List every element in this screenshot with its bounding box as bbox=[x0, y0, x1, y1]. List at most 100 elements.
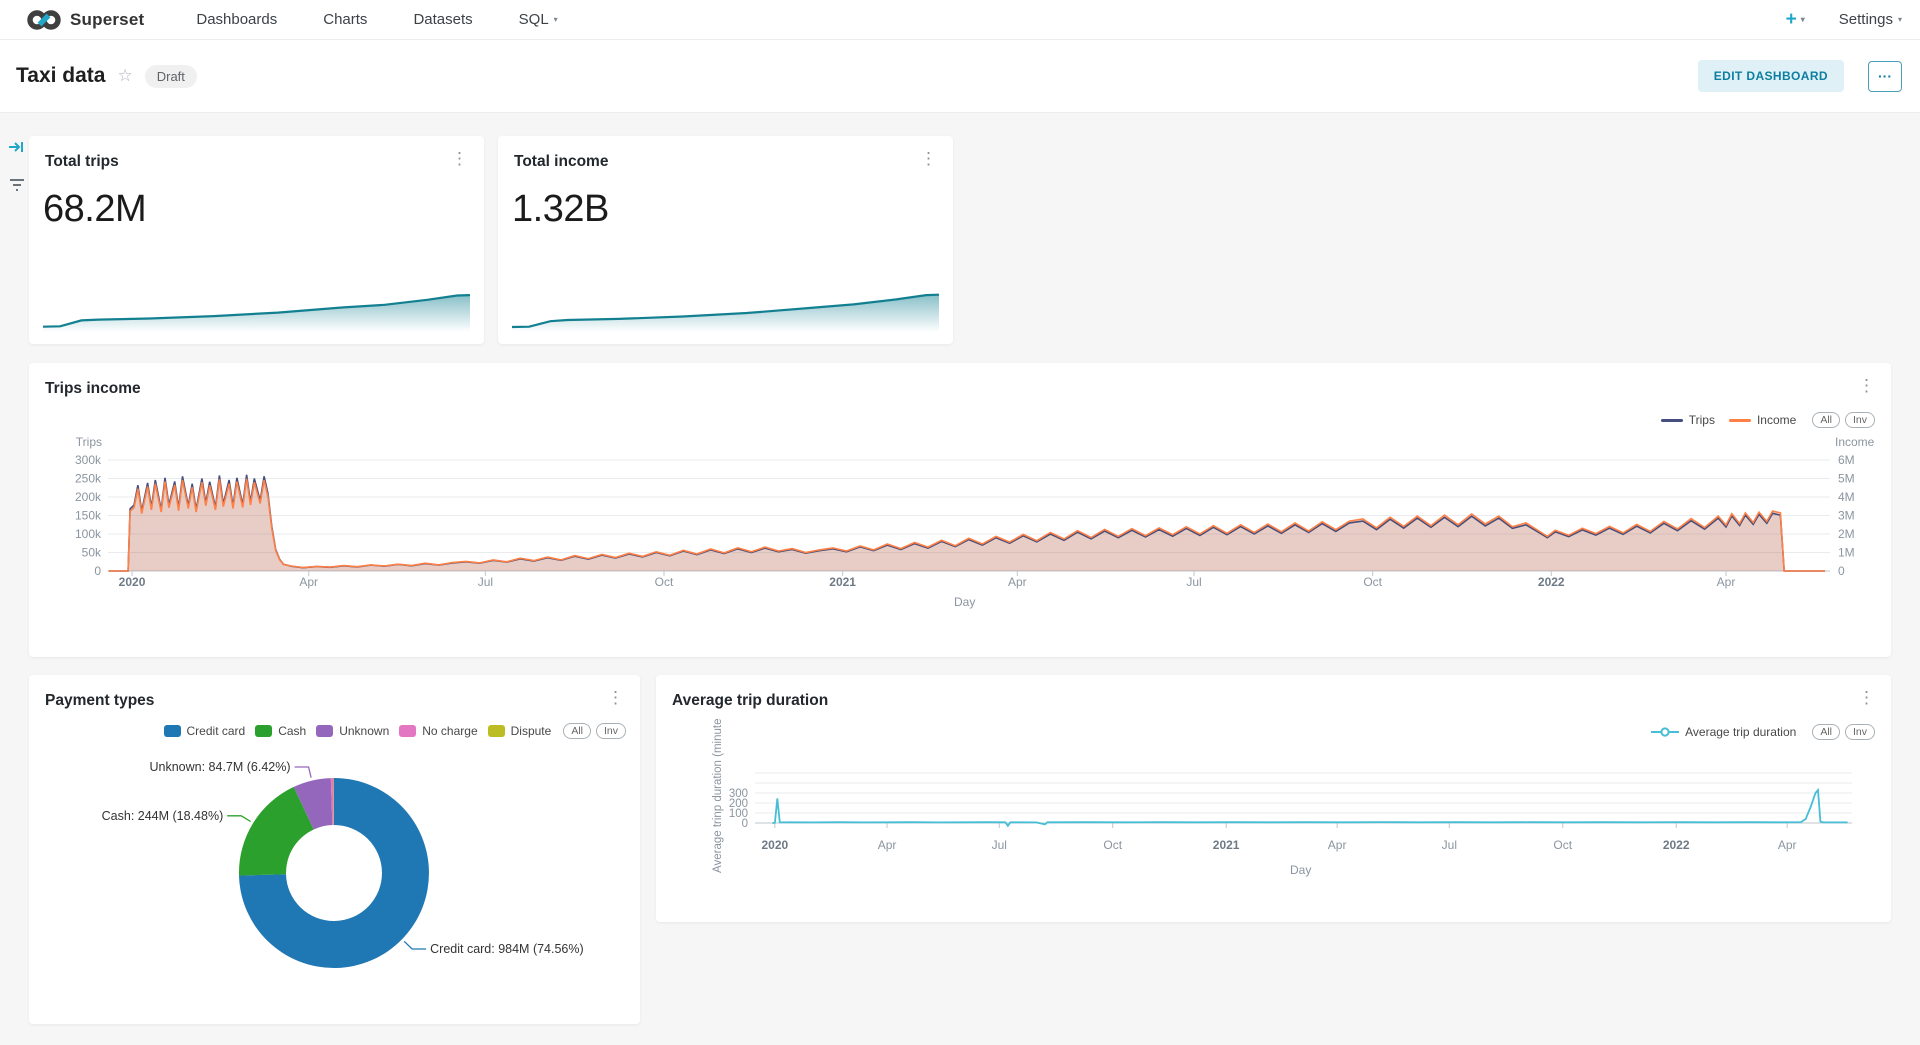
donut-slice-credit-card[interactable] bbox=[239, 778, 429, 968]
duration-legend-inv-button[interactable]: Inv bbox=[1844, 724, 1875, 740]
settings-label: Settings bbox=[1838, 11, 1893, 28]
legend-label: Unknown bbox=[339, 724, 390, 738]
legend-swatch bbox=[487, 725, 505, 737]
duration-legend-item[interactable]: Average trip duration bbox=[1651, 725, 1796, 739]
svg-text:200: 200 bbox=[729, 798, 748, 810]
chart-title: Total income bbox=[514, 153, 609, 170]
nav-item-sql[interactable]: SQL ▾ bbox=[519, 11, 558, 28]
chart-options-menu-icon[interactable]: ⋮ bbox=[1854, 687, 1879, 708]
top-nav: Superset Dashboards Charts Datasets SQL ▾ + … bbox=[0, 0, 1920, 40]
svg-text:200k: 200k bbox=[75, 490, 102, 504]
superset-logo[interactable]: Superset bbox=[26, 7, 144, 33]
legend-label: Cash bbox=[278, 724, 307, 738]
y-axis-title-right: Income bbox=[1835, 435, 1875, 449]
svg-text:2M: 2M bbox=[1838, 527, 1855, 541]
svg-text:300k: 300k bbox=[75, 453, 102, 467]
svg-text:Jul: Jul bbox=[992, 838, 1007, 852]
svg-text:2021: 2021 bbox=[1213, 838, 1240, 852]
legend-swatch bbox=[255, 725, 273, 737]
payment-legend-item-credit-card[interactable]: Credit card bbox=[163, 724, 245, 738]
donut-slice-no-charge[interactable] bbox=[330, 778, 334, 825]
nav-item-datasets[interactable]: Datasets bbox=[413, 11, 472, 28]
payment-legend-item-no-charge[interactable]: No charge bbox=[399, 724, 478, 738]
svg-text:100: 100 bbox=[729, 808, 748, 820]
duration-legend-all-button[interactable]: All bbox=[1812, 724, 1840, 740]
svg-text:Oct: Oct bbox=[1103, 838, 1122, 852]
legend: Trips Income All Inv bbox=[1660, 412, 1875, 428]
chart-options-menu-icon[interactable]: ⋮ bbox=[447, 148, 472, 169]
chart-options-menu-icon[interactable]: ⋮ bbox=[603, 687, 628, 708]
trips-income-legend-item-trips[interactable]: Trips bbox=[1660, 413, 1715, 427]
svg-text:Apr: Apr bbox=[299, 575, 318, 589]
svg-text:3M: 3M bbox=[1838, 509, 1855, 523]
payment-legend-item-cash[interactable]: Cash bbox=[255, 724, 306, 738]
chevron-down-icon: ▾ bbox=[553, 15, 558, 24]
trips-income-legend-inv-button[interactable]: Inv bbox=[1844, 412, 1875, 428]
payment-types-donut[interactable]: Credit card: 984M (74.56%) Cash: 244M (18… bbox=[29, 675, 640, 1024]
chart-options-menu-icon[interactable]: ⋮ bbox=[1854, 375, 1879, 396]
donut-callout-label: Unknown: 84.7M (6.42%) bbox=[150, 760, 291, 774]
nav-item-label: SQL bbox=[518, 11, 549, 28]
brand-name: Superset bbox=[70, 9, 145, 29]
svg-text:250k: 250k bbox=[75, 472, 102, 486]
legend-swatch bbox=[163, 725, 181, 737]
x-axis-title: Day bbox=[1290, 863, 1312, 877]
trips-income-legend-item-income[interactable]: Income bbox=[1728, 413, 1797, 427]
nav-item-dashboards[interactable]: Dashboards bbox=[196, 11, 277, 28]
infinity-logo-icon bbox=[27, 9, 61, 30]
legend-label: No charge bbox=[422, 724, 478, 738]
edit-dashboard-button[interactable]: EDIT DASHBOARD bbox=[1697, 60, 1844, 92]
svg-text:4M: 4M bbox=[1838, 490, 1855, 504]
svg-text:Apr: Apr bbox=[1328, 838, 1347, 852]
dashboard-more-menu[interactable]: ··· bbox=[1868, 60, 1902, 92]
svg-text:Apr: Apr bbox=[878, 838, 897, 852]
svg-text:Oct: Oct bbox=[655, 575, 674, 589]
donut-slice-cash[interactable] bbox=[238, 786, 314, 876]
expand-filter-bar-icon[interactable] bbox=[8, 139, 26, 155]
settings-menu[interactable]: Settings ▾ bbox=[1839, 11, 1902, 28]
svg-text:Jul: Jul bbox=[478, 575, 493, 589]
card-payment-types: Payment types ⋮ Credit card Cash Unknown No… bbox=[29, 675, 640, 1024]
big-number-total-income: 1.32B bbox=[512, 188, 609, 230]
svg-text:2022: 2022 bbox=[1663, 838, 1690, 852]
favorite-star-icon[interactable]: ☆ bbox=[117, 66, 133, 85]
plus-icon: + bbox=[1785, 8, 1797, 30]
donut-callout-label: Credit card: 984M (74.56%) bbox=[430, 942, 584, 956]
trips-income-plot: 300k 6M 250k 5M 200k 4M 150k 3M 100k 2M 50k 1M 0 0 202… bbox=[75, 453, 1855, 589]
new-item-button[interactable]: + ▾ bbox=[1786, 9, 1805, 31]
svg-text:0: 0 bbox=[94, 564, 101, 578]
nav-right: + ▾ Settings ▾ bbox=[1786, 9, 1902, 31]
legend: Average trip duration All Inv bbox=[1651, 724, 1875, 740]
svg-text:6M: 6M bbox=[1838, 453, 1855, 467]
payment-legend-all-button[interactable]: All bbox=[563, 723, 591, 739]
filter-icon[interactable] bbox=[8, 177, 26, 193]
svg-text:0: 0 bbox=[742, 818, 748, 830]
legend-label: Income bbox=[1756, 413, 1797, 427]
chart-options-menu-icon[interactable]: ⋮ bbox=[916, 148, 941, 169]
total-trips-sparkline bbox=[43, 294, 470, 332]
card-total-trips: Total trips ⋮ 68.2M bbox=[29, 136, 484, 344]
svg-text:2022: 2022 bbox=[1538, 575, 1565, 589]
y-axis-title-left: Trips bbox=[75, 435, 102, 449]
chevron-down-icon: ▾ bbox=[1897, 15, 1902, 24]
nav-item-charts[interactable]: Charts bbox=[323, 11, 367, 28]
svg-text:Oct: Oct bbox=[1363, 575, 1382, 589]
payment-legend-inv-button[interactable]: Inv bbox=[595, 723, 626, 739]
payment-legend-item-unknown[interactable]: Unknown bbox=[316, 724, 389, 738]
donut-slice-dispute[interactable] bbox=[333, 777, 335, 825]
chart-title: Total trips bbox=[45, 153, 119, 170]
donut-slice-unknown[interactable] bbox=[293, 778, 333, 830]
nav-item-label: Dashboards bbox=[196, 11, 278, 28]
svg-text:50k: 50k bbox=[82, 546, 102, 560]
card-trips-income: Trips income ⋮ Trips Income All Inv 300k 6M 2… bbox=[29, 363, 1891, 657]
svg-text:Jul: Jul bbox=[1442, 838, 1457, 852]
x-axis-title: Day bbox=[954, 595, 976, 609]
chevron-down-icon: ▾ bbox=[1800, 15, 1805, 24]
payment-legend-item-dispute[interactable]: Dispute bbox=[487, 724, 551, 738]
svg-text:5M: 5M bbox=[1838, 472, 1855, 486]
svg-text:300: 300 bbox=[729, 788, 748, 800]
trips-income-legend-all-button[interactable]: All bbox=[1812, 412, 1840, 428]
legend-line-swatch bbox=[1728, 418, 1751, 422]
svg-text:1M: 1M bbox=[1838, 546, 1855, 560]
